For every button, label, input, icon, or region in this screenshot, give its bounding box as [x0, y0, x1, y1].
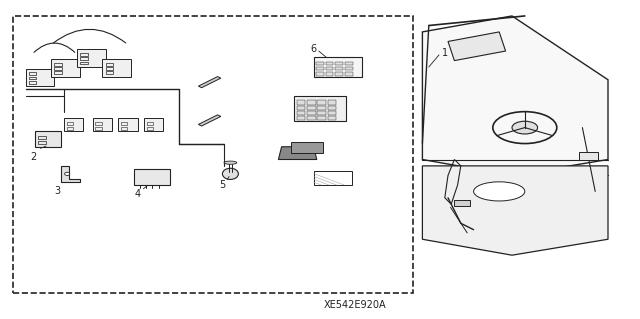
Bar — [328, 111, 336, 115]
Polygon shape — [198, 77, 221, 88]
Polygon shape — [278, 147, 317, 160]
Bar — [317, 116, 326, 120]
Bar — [316, 62, 324, 65]
Bar — [147, 127, 153, 130]
Bar — [93, 118, 112, 131]
Polygon shape — [61, 166, 80, 182]
Bar — [328, 106, 336, 110]
Bar — [297, 116, 305, 120]
Text: XE542E920A: XE542E920A — [324, 300, 387, 310]
Bar — [314, 171, 352, 185]
Bar — [326, 67, 333, 70]
Bar — [454, 200, 470, 206]
Text: 3: 3 — [54, 186, 61, 196]
Bar — [67, 127, 73, 130]
Bar — [106, 67, 113, 70]
Bar — [335, 67, 343, 70]
Bar — [67, 122, 73, 125]
Bar — [147, 122, 153, 125]
Bar — [35, 131, 61, 147]
Bar — [328, 116, 336, 120]
Bar — [345, 62, 353, 65]
Bar — [77, 49, 106, 67]
Bar — [80, 53, 88, 56]
Bar — [29, 81, 36, 84]
Polygon shape — [198, 115, 221, 126]
Ellipse shape — [474, 182, 525, 201]
Bar — [38, 141, 46, 144]
Text: 1: 1 — [442, 48, 448, 58]
Bar — [297, 106, 305, 110]
Bar — [317, 106, 326, 110]
Bar — [307, 106, 316, 110]
Bar — [307, 100, 316, 105]
Text: 2: 2 — [30, 152, 36, 161]
Bar — [80, 57, 88, 60]
Bar — [294, 96, 346, 121]
Ellipse shape — [223, 168, 238, 179]
Ellipse shape — [224, 161, 237, 164]
Polygon shape — [422, 166, 608, 255]
Bar — [121, 127, 127, 130]
Polygon shape — [448, 32, 506, 61]
Ellipse shape — [512, 121, 538, 134]
Bar — [95, 127, 102, 130]
Ellipse shape — [65, 172, 70, 175]
Bar — [51, 59, 80, 77]
Bar — [317, 111, 326, 115]
Text: 4: 4 — [134, 189, 141, 199]
Bar — [328, 100, 336, 105]
Bar — [95, 122, 102, 125]
Bar — [335, 62, 343, 65]
Bar — [316, 72, 324, 76]
Bar — [314, 57, 362, 77]
Polygon shape — [422, 16, 608, 175]
Bar — [64, 118, 83, 131]
Text: 6: 6 — [310, 44, 317, 55]
Bar — [291, 142, 323, 153]
Bar — [106, 63, 113, 66]
Text: 5: 5 — [220, 180, 226, 190]
Bar — [26, 69, 54, 86]
Bar — [13, 16, 413, 293]
Bar — [54, 71, 62, 74]
Bar — [134, 169, 170, 185]
Bar — [54, 63, 62, 66]
Bar — [345, 72, 353, 76]
Bar — [121, 122, 127, 125]
Bar — [29, 77, 36, 79]
Bar — [118, 118, 138, 131]
Bar — [297, 111, 305, 115]
Bar — [102, 59, 131, 77]
Bar — [579, 152, 598, 160]
Bar — [297, 100, 305, 105]
Bar — [326, 72, 333, 76]
Bar — [54, 67, 62, 70]
Bar — [307, 116, 316, 120]
Bar — [345, 67, 353, 70]
Bar — [317, 100, 326, 105]
Bar — [106, 71, 113, 74]
Bar — [29, 72, 36, 75]
Bar — [307, 111, 316, 115]
Bar — [80, 62, 88, 64]
Bar — [326, 62, 333, 65]
Bar — [38, 136, 46, 139]
Bar — [144, 118, 163, 131]
Bar — [335, 72, 343, 76]
Bar — [316, 67, 324, 70]
